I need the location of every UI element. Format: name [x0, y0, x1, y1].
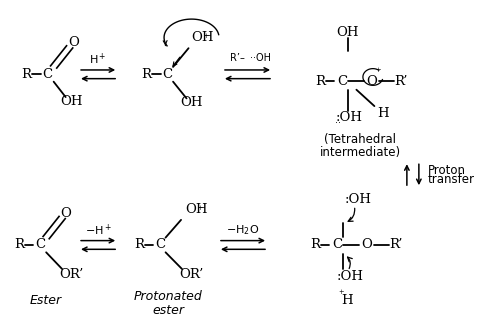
Text: ester: ester [152, 304, 184, 317]
Text: O: O [61, 207, 72, 220]
Text: C: C [155, 239, 165, 251]
Text: OH: OH [191, 31, 214, 44]
Text: C: C [162, 68, 173, 81]
Text: O: O [362, 239, 372, 251]
Text: −H$^+$: −H$^+$ [85, 222, 112, 238]
Text: O: O [68, 36, 79, 49]
Text: ··: ·· [336, 118, 342, 128]
Text: intermediate): intermediate) [320, 146, 401, 160]
Text: H$^+$: H$^+$ [89, 52, 107, 67]
Text: R: R [22, 68, 32, 81]
Text: C: C [332, 239, 342, 251]
Text: R: R [311, 239, 321, 251]
Text: (Tetrahedral: (Tetrahedral [325, 133, 396, 146]
Text: C: C [35, 239, 45, 251]
Text: R: R [316, 75, 326, 87]
Text: R: R [142, 68, 152, 81]
Text: OH: OH [61, 95, 83, 108]
Text: $^+$: $^+$ [202, 33, 210, 43]
Text: R: R [14, 239, 24, 251]
Text: OH: OH [337, 26, 359, 39]
Text: C: C [43, 68, 53, 81]
Text: H: H [342, 294, 353, 307]
Text: $^+$: $^+$ [196, 206, 204, 215]
Text: H: H [377, 107, 389, 120]
Text: :OH: :OH [337, 270, 363, 283]
Text: $^+$: $^+$ [374, 68, 382, 78]
Text: OH: OH [185, 203, 207, 215]
Text: O: O [366, 75, 377, 87]
Text: C: C [337, 75, 347, 87]
Text: OR’: OR’ [59, 268, 83, 281]
Text: :OH: :OH [336, 111, 362, 124]
Text: Protonated: Protonated [134, 290, 202, 303]
Text: R’: R’ [395, 75, 408, 87]
Text: R’–: R’– [230, 53, 245, 63]
Text: Ester: Ester [30, 294, 62, 307]
Text: OH: OH [180, 96, 203, 109]
Text: transfer: transfer [428, 173, 475, 185]
Text: −H$_2$O: −H$_2$O [226, 223, 260, 237]
Text: :OH: :OH [344, 193, 371, 206]
Text: R’: R’ [390, 239, 403, 251]
Text: OR’: OR’ [179, 268, 203, 281]
Text: R: R [134, 239, 144, 251]
Text: ··OH: ··OH [250, 53, 271, 63]
Text: Proton: Proton [428, 164, 466, 177]
Text: $^+$: $^+$ [337, 290, 346, 299]
